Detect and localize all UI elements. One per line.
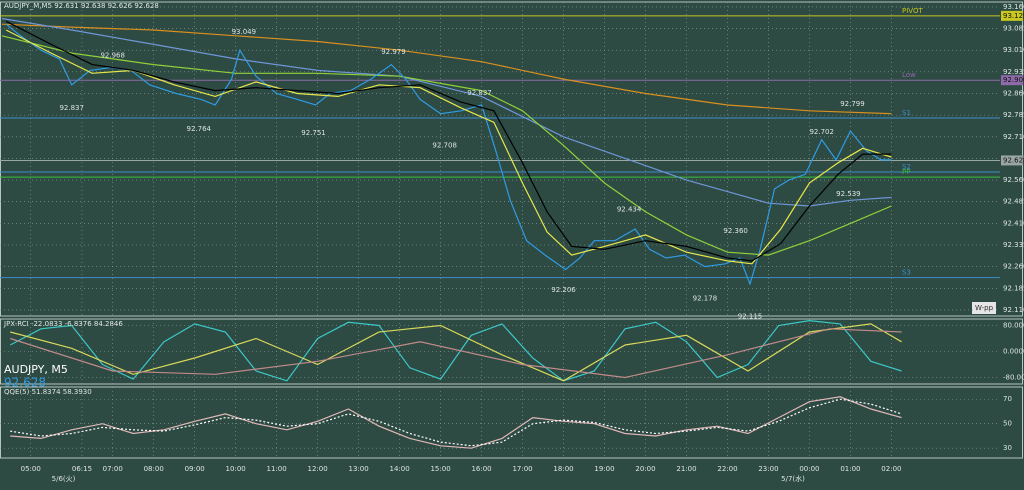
y-tick-label: 93.085: [1003, 25, 1024, 33]
series-line: [1, 23, 892, 115]
y-tick-label: 92.485: [1003, 198, 1024, 206]
price-annotation: 92.360: [723, 227, 748, 235]
x-tick-label: 08:00: [144, 465, 164, 473]
price-annotation: 92.837: [467, 89, 492, 97]
series-line: [9, 319, 902, 382]
y-tick-label: 93.010: [1003, 46, 1024, 54]
x-tick-label: 12:00: [308, 465, 328, 473]
y-tick-label: 92.860: [1003, 89, 1024, 97]
y-tick-label: 92.110: [1003, 306, 1024, 314]
level-label: S2: [902, 163, 911, 171]
x-tick-label: 15:00: [430, 465, 450, 473]
price-annotation: 92.178: [693, 294, 718, 302]
series-line: [5, 23, 892, 286]
x-tick-label: 22:00: [717, 465, 737, 473]
badge-box: [972, 302, 996, 314]
date-label: 5/6(火): [52, 475, 76, 483]
level-price: 93.129: [1003, 12, 1024, 20]
price-annotation: 92.837: [59, 104, 84, 112]
y-tick-label: 92.410: [1003, 219, 1024, 227]
x-tick-label: 10:00: [226, 465, 246, 473]
badge: W-pp: [975, 304, 994, 312]
x-tick-label: 11:00: [267, 465, 287, 473]
y-tick-label: 50: [1003, 420, 1012, 428]
level-label: S3: [902, 269, 911, 277]
y-tick-label: 93.160: [1003, 3, 1024, 11]
x-tick-label: 14:00: [389, 465, 409, 473]
price-annotation: 92.434: [617, 205, 642, 213]
x-tick-label: 21:00: [676, 465, 696, 473]
y-tick-label: 70: [1003, 395, 1012, 403]
price-annotation: 92.539: [836, 190, 861, 198]
x-tick-label: 23:00: [758, 465, 778, 473]
series-line: [1, 35, 892, 256]
x-tick-label: 00:00: [799, 465, 819, 473]
price-annotation: 92.968: [100, 51, 125, 59]
rci-title: JPX-RCI -22.0833 -6.8376 84.2846: [3, 320, 123, 328]
price-box: [1001, 155, 1023, 166]
y-tick-label: 30: [1003, 444, 1012, 452]
x-tick-label: 19:00: [594, 465, 614, 473]
x-tick-label: 09:00: [185, 465, 205, 473]
price-annotation: 92.115: [738, 312, 763, 320]
price-label: 92.628: [4, 376, 46, 390]
level-label: Low: [902, 71, 916, 79]
price-box: [1001, 75, 1023, 86]
date-label: 5/7(水): [781, 474, 805, 483]
y-tick-label: 92.335: [1003, 241, 1024, 249]
x-tick-label: 07:00: [103, 465, 123, 473]
price-annotation: 92.799: [840, 100, 865, 108]
chart-title: AUDJPY_M,M5 92.631 92.638 92.626 92.628: [4, 2, 159, 10]
x-tick-label: 13:00: [349, 465, 369, 473]
level-label: S1: [902, 109, 911, 117]
x-tick-label: 05:00: [21, 465, 41, 473]
x-tick-label: 01:00: [840, 465, 860, 473]
price-annotation: 92.751: [301, 129, 326, 137]
price-annotation: 92.764: [187, 125, 212, 133]
current-price-label: 92.628: [1003, 156, 1024, 164]
x-tick-label: 02:00: [881, 465, 901, 473]
level-price: 92.906: [1003, 76, 1024, 84]
x-tick-label: 18:00: [553, 465, 573, 473]
level-label: PIVOT: [902, 7, 923, 15]
price-annotation: 93.049: [232, 28, 257, 36]
series-line: [10, 323, 902, 382]
y-tick-label: 92.710: [1003, 133, 1024, 141]
y-tick-label: 92.260: [1003, 263, 1024, 271]
symbol-label: AUDJPY, M5: [4, 363, 68, 376]
x-tick-label: 06:15: [72, 465, 92, 473]
x-tick-label: 17:00: [512, 465, 532, 473]
x-tick-label: 20:00: [635, 465, 655, 473]
panel-border: [0, 386, 1023, 459]
price-annotation: 92.979: [381, 48, 406, 56]
price-annotation: 92.702: [809, 128, 834, 136]
y-tick-label: 92.185: [1003, 284, 1024, 292]
qqe-title: QQE(5) 51.8374 58.3930: [4, 388, 92, 396]
y-tick-label: 92.785: [1003, 111, 1024, 119]
series-line: [5, 29, 892, 265]
series-line: [10, 398, 902, 447]
price-annotation: 92.708: [432, 141, 457, 149]
y-tick-label: 92.560: [1003, 176, 1024, 184]
price-annotation: 92.206: [551, 286, 576, 294]
series-line: [1, 17, 892, 207]
level-label: PP: [902, 168, 910, 176]
series-line: [5, 20, 892, 262]
y-tick-label: 92.935: [1003, 68, 1024, 76]
x-tick-label: 16:00: [471, 465, 491, 473]
price-box: [1001, 10, 1023, 21]
series-line: [10, 328, 902, 379]
